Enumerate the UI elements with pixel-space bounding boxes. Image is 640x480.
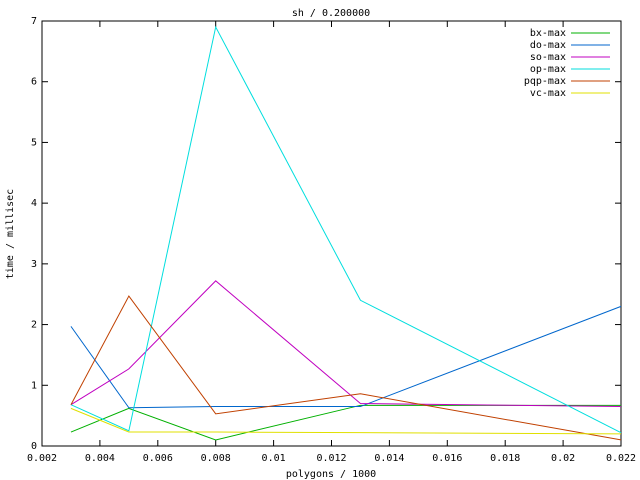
x-tick-label: 0.016: [432, 453, 462, 464]
chart-title: sh / 0.200000: [292, 8, 370, 19]
legend-label: pqp-max: [524, 76, 566, 87]
x-tick-label: 0.02: [551, 453, 575, 464]
y-tick-label: 4: [31, 198, 37, 209]
series-line: [70, 25, 622, 434]
x-tick-label: 0.008: [201, 453, 231, 464]
y-axis-label: time / millisec: [5, 189, 16, 279]
x-tick-label: 0.006: [143, 453, 173, 464]
series-line: [70, 407, 622, 435]
x-tick-label: 0.01: [262, 453, 286, 464]
x-tick-label: 0.002: [27, 453, 57, 464]
legend-label: vc-max: [530, 88, 566, 99]
y-tick-label: 5: [31, 137, 37, 148]
y-tick-label: 2: [31, 320, 37, 331]
series-line: [70, 404, 621, 441]
y-tick-label: 1: [31, 380, 37, 391]
legend-label: do-max: [530, 40, 566, 51]
legend-label: op-max: [530, 64, 566, 75]
legend-label: bx-max: [530, 28, 566, 39]
y-tick-label: 6: [31, 77, 37, 88]
series-line: [70, 295, 622, 441]
x-tick-label: 0.012: [316, 453, 346, 464]
x-tick-label: 0.018: [490, 453, 520, 464]
y-tick-label: 7: [31, 16, 37, 27]
legend-label: so-max: [530, 52, 566, 63]
y-tick-label: 3: [31, 259, 37, 270]
x-tick-label: 0.004: [85, 453, 115, 464]
series-line: [70, 280, 622, 408]
plot-border: [41, 20, 622, 447]
y-tick-label: 0: [31, 441, 37, 452]
x-axis-label: polygons / 1000: [286, 469, 376, 480]
x-tick-label: 0.014: [374, 453, 404, 464]
x-tick-label: 0.022: [606, 453, 636, 464]
